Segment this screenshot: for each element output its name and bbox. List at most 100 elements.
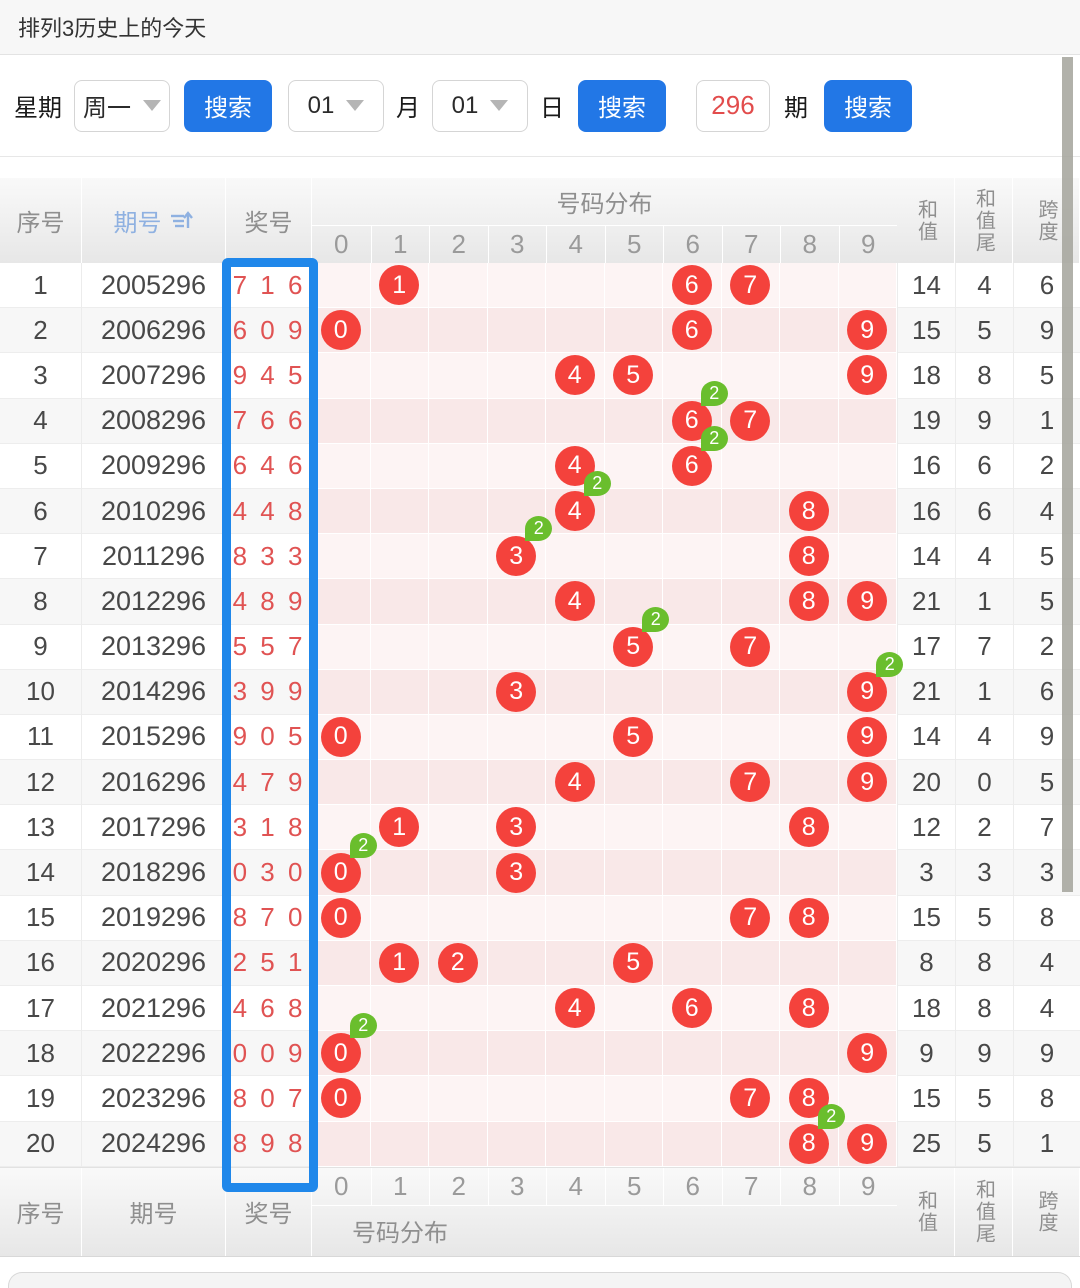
prize-cell: 2 5 1 bbox=[226, 940, 312, 986]
digit-header-6: 6 bbox=[663, 226, 722, 263]
period-input[interactable] bbox=[696, 79, 770, 132]
dist-cell-8 bbox=[780, 940, 839, 986]
dist-cell-9: 9 bbox=[838, 760, 897, 806]
sum-tail-cell: 3 bbox=[955, 850, 1013, 896]
week-select[interactable]: 周一 bbox=[74, 79, 170, 132]
period-cell: 2013296 bbox=[82, 624, 226, 670]
period-cell: 2010296 bbox=[82, 488, 226, 535]
period-search-button[interactable]: 搜索 bbox=[824, 79, 912, 132]
dist-cell-0 bbox=[312, 1121, 371, 1167]
seq-cell: 7 bbox=[0, 534, 82, 580]
dist-cell-7 bbox=[721, 443, 780, 489]
dist-cell-9 bbox=[838, 986, 897, 1032]
date-search-button[interactable]: 搜索 bbox=[578, 79, 666, 132]
prize-cell: 6 4 6 bbox=[226, 443, 312, 489]
dist-cell-6 bbox=[663, 940, 722, 986]
seq-cell: 12 bbox=[0, 760, 82, 806]
ball-1: 1 bbox=[379, 942, 420, 983]
ball-8: 8 bbox=[788, 581, 829, 622]
dist-cell-0 bbox=[312, 940, 371, 986]
period-cell: 2011296 bbox=[82, 534, 226, 580]
dist-cell-1 bbox=[370, 308, 429, 354]
ball-8: 8 bbox=[788, 536, 829, 577]
dist-cell-6 bbox=[663, 850, 722, 896]
month-label: 月 bbox=[396, 95, 420, 122]
week-search-button[interactable]: 搜索 bbox=[184, 79, 272, 132]
dist-cell-3 bbox=[487, 1076, 546, 1122]
digit-header-1: 1 bbox=[370, 226, 430, 263]
period-cell: 2014296 bbox=[82, 669, 226, 715]
dist-cell-8: 8 bbox=[780, 579, 839, 625]
dist-cell-6 bbox=[663, 760, 722, 806]
header-period[interactable]: 期号 bbox=[82, 178, 226, 263]
dist-cell-2: 2 bbox=[429, 940, 488, 986]
prize-cell: 5 5 7 bbox=[226, 624, 312, 670]
dist-cell-7: 7 bbox=[721, 624, 780, 670]
sum-cell: 3 bbox=[897, 850, 955, 896]
footer-period: 期号 bbox=[82, 1167, 226, 1256]
dist-cell-3: 3 bbox=[487, 669, 546, 715]
ball-0: 0 bbox=[320, 897, 361, 938]
digit-header-7: 7 bbox=[721, 1167, 781, 1205]
period-cell: 2017296 bbox=[82, 805, 226, 851]
title-bar: 排列3历史上的今天 bbox=[0, 0, 1080, 55]
distribution-cells: 4 7 9 bbox=[312, 760, 897, 806]
footer-prize: 奖号 bbox=[226, 1167, 312, 1256]
seq-cell: 19 bbox=[0, 1076, 82, 1122]
dist-cell-4: 4 bbox=[546, 760, 605, 806]
ball-5: 5 bbox=[613, 942, 654, 983]
scrollbar-thumb[interactable] bbox=[1062, 57, 1073, 892]
ball-9: 9 bbox=[847, 762, 888, 803]
seq-cell: 13 bbox=[0, 805, 82, 851]
month-select[interactable]: 01 bbox=[288, 79, 384, 132]
sum-cell: 21 bbox=[897, 669, 955, 715]
dist-cell-7 bbox=[721, 353, 780, 399]
sum-tail-cell: 6 bbox=[955, 488, 1013, 535]
dist-cell-5 bbox=[604, 895, 663, 941]
ball-0: 0 bbox=[320, 1078, 361, 1119]
dist-cell-1 bbox=[370, 669, 429, 715]
dist-cell-9 bbox=[838, 263, 897, 309]
footer-span: 跨度 bbox=[1013, 1167, 1080, 1256]
ball-9: 9 bbox=[847, 355, 888, 396]
seq-cell: 20 bbox=[0, 1121, 82, 1167]
dist-cell-5 bbox=[604, 488, 663, 535]
dist-cell-5 bbox=[604, 443, 663, 489]
period-cell: 2022296 bbox=[82, 1031, 226, 1077]
prize-cell: 7 1 6 bbox=[226, 263, 312, 309]
span-cell: 9 bbox=[1013, 1031, 1080, 1077]
dist-cell-0 bbox=[312, 669, 371, 715]
sum-tail-cell: 6 bbox=[955, 443, 1013, 489]
span-cell: 1 bbox=[1013, 1121, 1080, 1167]
period-cell: 2006296 bbox=[82, 308, 226, 354]
sum-cell: 14 bbox=[897, 263, 955, 309]
dist-cell-3 bbox=[487, 579, 546, 625]
day-select[interactable]: 01 bbox=[432, 79, 528, 132]
dist-cell-2 bbox=[429, 488, 488, 535]
span-cell: 8 bbox=[1013, 1076, 1080, 1122]
ball-8: 8 bbox=[788, 491, 829, 532]
prize-cell: 3 9 9 bbox=[226, 669, 312, 715]
sum-cell: 19 bbox=[897, 398, 955, 444]
sort-icon bbox=[170, 210, 193, 228]
footer-sum-tail: 和值尾 bbox=[955, 1167, 1013, 1256]
header-sum-tail: 和值尾 bbox=[955, 178, 1013, 263]
distribution-cells: 0 6 9 bbox=[312, 308, 897, 354]
seq-cell: 1 bbox=[0, 263, 82, 309]
ball-7: 7 bbox=[730, 400, 771, 441]
